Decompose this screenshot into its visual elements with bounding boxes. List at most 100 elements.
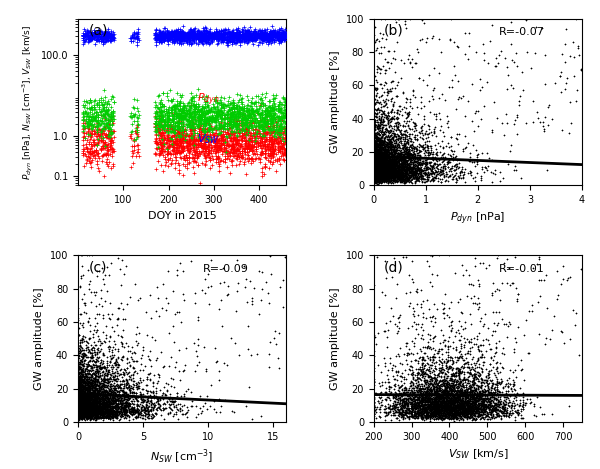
Point bbox=[84, 140, 94, 147]
Point bbox=[200, 30, 210, 38]
Point bbox=[436, 394, 445, 401]
Point bbox=[437, 401, 447, 408]
Point bbox=[123, 348, 133, 355]
Point bbox=[251, 29, 261, 36]
Point bbox=[200, 110, 210, 117]
Point bbox=[377, 157, 386, 164]
Point bbox=[169, 112, 178, 119]
Point bbox=[438, 396, 448, 403]
Point bbox=[101, 376, 110, 383]
Point bbox=[90, 368, 100, 375]
Point bbox=[489, 384, 499, 392]
Point bbox=[236, 32, 245, 40]
Point bbox=[452, 42, 461, 50]
Point bbox=[162, 89, 172, 97]
Point bbox=[274, 30, 283, 38]
Point bbox=[374, 143, 383, 151]
Point bbox=[398, 176, 407, 183]
Point bbox=[267, 106, 277, 114]
Point bbox=[410, 153, 420, 160]
Point bbox=[167, 125, 177, 132]
Point bbox=[105, 380, 115, 388]
Point bbox=[86, 400, 96, 408]
Point bbox=[382, 155, 391, 163]
Point bbox=[137, 392, 146, 400]
Point bbox=[373, 173, 382, 180]
Point bbox=[440, 412, 450, 420]
Point bbox=[174, 346, 184, 353]
Point bbox=[96, 414, 106, 421]
Point bbox=[82, 365, 92, 373]
Point bbox=[163, 31, 173, 39]
Point bbox=[377, 165, 386, 173]
Point bbox=[470, 405, 480, 412]
Point bbox=[472, 404, 482, 411]
Point bbox=[416, 397, 425, 405]
Point bbox=[423, 373, 433, 380]
Point bbox=[226, 135, 235, 142]
Point bbox=[206, 31, 215, 39]
Point bbox=[471, 409, 481, 417]
Point bbox=[253, 129, 262, 136]
Point bbox=[375, 408, 385, 416]
Point bbox=[175, 114, 184, 122]
Point bbox=[370, 175, 380, 183]
Point bbox=[85, 129, 95, 136]
Point bbox=[453, 141, 463, 148]
Point bbox=[399, 402, 409, 410]
Point bbox=[96, 294, 106, 302]
Point bbox=[77, 398, 86, 406]
Point bbox=[98, 112, 108, 119]
Point bbox=[466, 412, 476, 419]
Point bbox=[469, 299, 478, 306]
Point bbox=[385, 118, 394, 125]
Point bbox=[494, 388, 504, 396]
Point bbox=[444, 397, 454, 405]
Point bbox=[400, 395, 409, 403]
Point bbox=[422, 404, 431, 411]
Point bbox=[247, 351, 256, 359]
Point bbox=[109, 397, 119, 404]
Point bbox=[400, 173, 410, 180]
Point bbox=[373, 152, 383, 159]
Point bbox=[444, 405, 454, 412]
Point bbox=[195, 119, 205, 127]
Point bbox=[247, 147, 257, 154]
Point bbox=[196, 35, 205, 43]
Point bbox=[92, 401, 101, 409]
Point bbox=[77, 396, 86, 404]
Point bbox=[428, 411, 437, 418]
Point bbox=[185, 142, 194, 149]
Point bbox=[127, 398, 137, 405]
Point bbox=[387, 402, 397, 410]
Point bbox=[87, 399, 97, 407]
Point bbox=[76, 393, 86, 401]
Point bbox=[88, 377, 98, 384]
Point bbox=[454, 416, 463, 424]
Point bbox=[380, 153, 390, 161]
Point bbox=[95, 399, 105, 406]
Point bbox=[82, 409, 91, 417]
Point bbox=[146, 314, 156, 322]
Point bbox=[146, 407, 156, 415]
Point bbox=[257, 124, 267, 132]
Point bbox=[482, 379, 491, 387]
Point bbox=[407, 166, 416, 173]
Point bbox=[397, 130, 406, 138]
Point bbox=[507, 409, 517, 416]
Point bbox=[254, 110, 264, 117]
Point bbox=[399, 389, 409, 397]
Point bbox=[375, 172, 385, 179]
Point bbox=[78, 382, 88, 390]
Point bbox=[380, 146, 390, 153]
Point bbox=[377, 150, 386, 158]
Point bbox=[403, 160, 412, 168]
Point bbox=[382, 168, 392, 176]
Point bbox=[383, 151, 392, 159]
Point bbox=[87, 401, 97, 409]
Point bbox=[125, 407, 134, 414]
Point bbox=[90, 401, 100, 408]
Point bbox=[77, 404, 86, 412]
Point bbox=[175, 36, 185, 44]
Point bbox=[482, 395, 492, 403]
